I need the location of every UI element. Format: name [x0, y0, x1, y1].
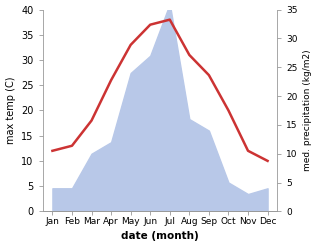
Y-axis label: med. precipitation (kg/m2): med. precipitation (kg/m2): [303, 50, 313, 171]
X-axis label: date (month): date (month): [121, 231, 199, 242]
Y-axis label: max temp (C): max temp (C): [5, 77, 16, 144]
